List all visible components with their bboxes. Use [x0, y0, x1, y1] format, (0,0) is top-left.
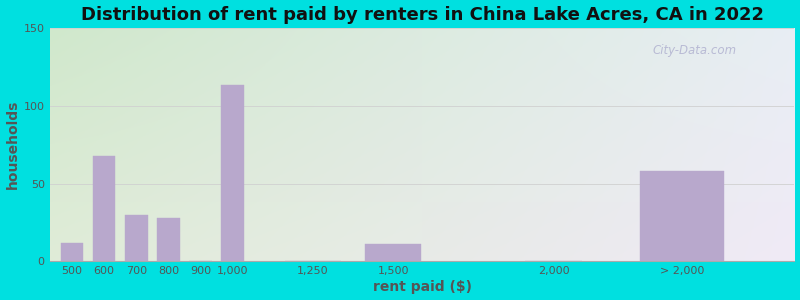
Y-axis label: households: households — [6, 100, 19, 189]
Bar — [640, 171, 725, 261]
Bar — [125, 215, 147, 261]
X-axis label: rent paid ($): rent paid ($) — [373, 280, 471, 294]
Title: Distribution of rent paid by renters in China Lake Acres, CA in 2022: Distribution of rent paid by renters in … — [81, 6, 763, 24]
Bar — [93, 156, 115, 261]
Bar — [157, 218, 180, 261]
Bar — [365, 244, 422, 261]
Bar — [222, 85, 244, 261]
Text: City-Data.com: City-Data.com — [653, 44, 737, 57]
Bar — [61, 243, 83, 261]
